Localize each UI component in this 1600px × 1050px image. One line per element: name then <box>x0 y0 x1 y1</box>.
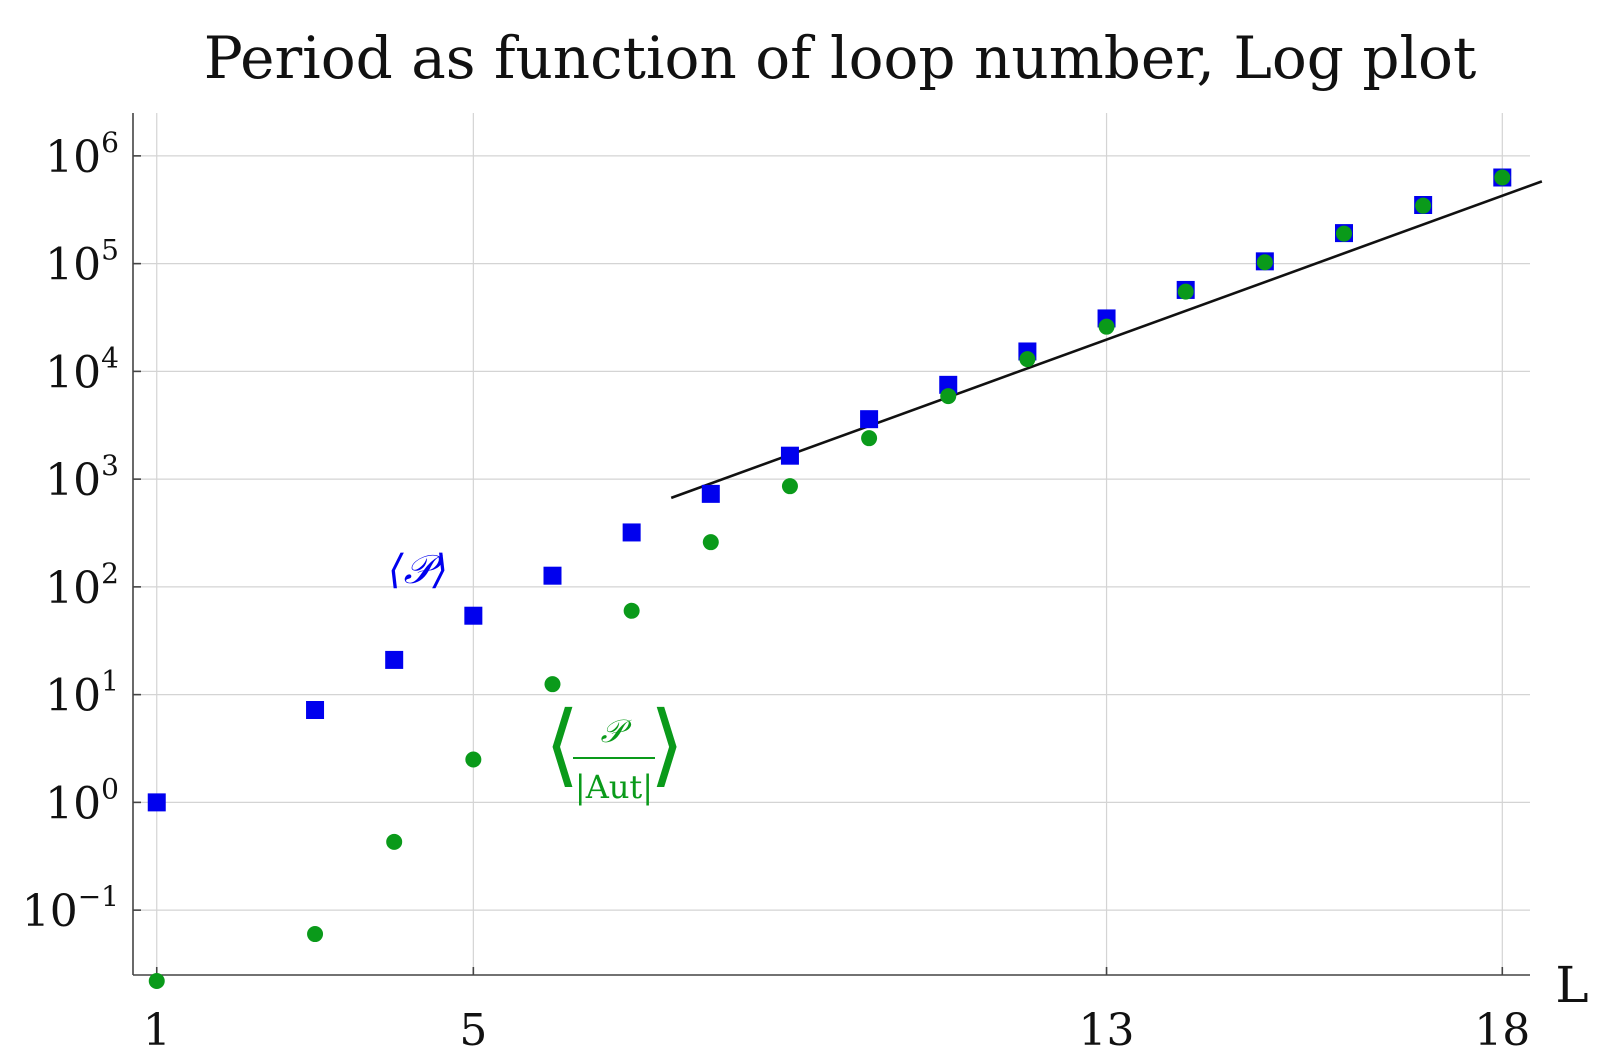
y-tick-label: 106 <box>45 126 119 183</box>
green-annotation-right-bracket: ⟩ <box>649 692 684 797</box>
x-tick-label: 18 <box>1474 1005 1530 1050</box>
green-circle-point <box>544 676 561 693</box>
blue-square-point <box>939 375 958 394</box>
y-tick-label: 103 <box>45 449 119 506</box>
green-circle-point <box>148 972 165 989</box>
x-tick-label: 13 <box>1079 1005 1135 1050</box>
blue-square-point <box>701 484 720 503</box>
y-tick-label: 104 <box>45 341 119 398</box>
green-series-annotation: ⟨ 𝒫 |Aut| ⟩ <box>544 692 684 806</box>
tick-labels: 1 5 13 18 10−1 100 101 102 103 104 105 106 <box>22 126 1531 1050</box>
green-circle-point <box>861 430 878 447</box>
x-tick-label: 5 <box>459 1005 487 1050</box>
axis-layer <box>132 113 1530 976</box>
green-circle-point <box>940 388 957 405</box>
green-annotation-numerator: 𝒫 <box>600 712 632 750</box>
y-tick-label: 105 <box>45 234 119 291</box>
y-tick-label: 100 <box>45 772 119 829</box>
x-axis-label: L <box>1555 956 1588 1014</box>
x-tick-label: 1 <box>143 1005 171 1050</box>
green-circle-point <box>1256 254 1273 271</box>
y-tick-label: 102 <box>45 557 119 614</box>
green-circle-point <box>1019 351 1036 368</box>
green-circle-point <box>623 602 640 619</box>
green-annotation-left-bracket: ⟨ <box>544 692 579 797</box>
green-circle-point <box>386 833 403 850</box>
blue-square-point <box>385 650 404 669</box>
green-circle-point <box>307 926 324 943</box>
fit-line <box>670 180 1543 500</box>
green-circle-point <box>1098 318 1115 335</box>
fit-line-layer <box>670 180 1543 500</box>
y-tick-label: 10−1 <box>22 880 119 937</box>
green-circle-point <box>1177 283 1194 300</box>
green-circle-point <box>781 478 798 495</box>
green-circle-point <box>702 534 719 551</box>
green-circle-point <box>465 751 482 768</box>
blue-square-point <box>306 701 325 720</box>
green-annotation-denominator: |Aut| <box>575 768 653 806</box>
y-tick-label: 101 <box>45 665 119 722</box>
blue-square-point <box>543 566 562 585</box>
green-circle-point <box>1335 225 1352 242</box>
blue-square-point <box>622 523 641 542</box>
grid-layer <box>133 113 1530 975</box>
blue-series-annotation: ⟨𝒫⟩ <box>388 547 448 593</box>
blue-square-point <box>780 446 799 465</box>
blue-square-point <box>464 606 483 625</box>
chart-title: Period as function of loop number, Log p… <box>204 24 1477 92</box>
green-circle-point <box>1415 197 1432 214</box>
blue-square-point <box>147 793 166 812</box>
green-circle-point <box>1494 169 1511 186</box>
blue-square-point <box>860 410 879 429</box>
marks-layer <box>147 168 1512 989</box>
